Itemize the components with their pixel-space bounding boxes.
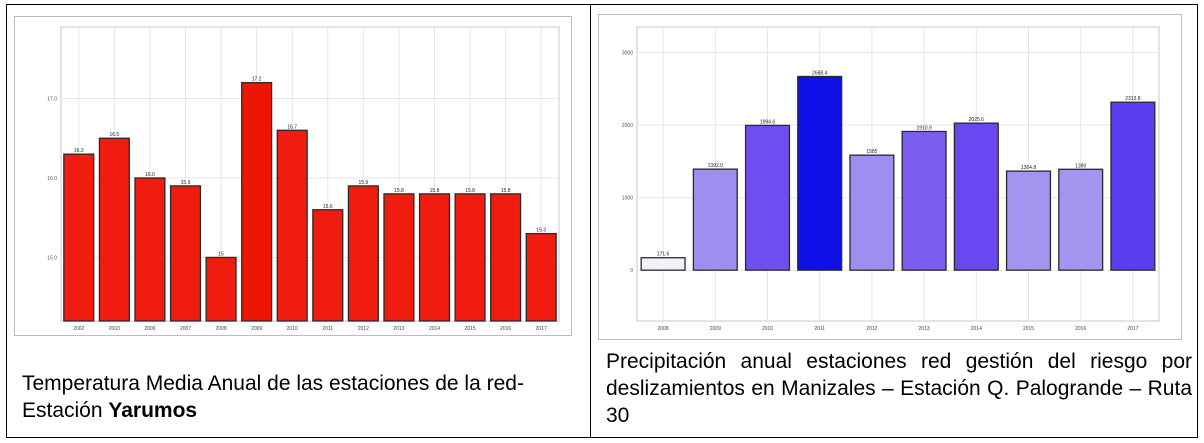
temperature-bar xyxy=(134,177,166,322)
temperature-bar xyxy=(418,193,451,322)
precipitation-xtick-label: 2015 xyxy=(1023,326,1034,332)
precipitation-value-label: 1390 xyxy=(1075,163,1086,169)
precipitation-ytick-label: 3000 xyxy=(622,50,633,56)
temperature-value-label: 15.8 xyxy=(501,188,511,194)
temperature-value-label: 16.7 xyxy=(287,124,297,130)
precipitation-xtick-label: 2014 xyxy=(971,326,982,332)
temperature-value-label: 15 xyxy=(218,251,224,257)
temperature-value-label: 16.5 xyxy=(109,132,119,138)
temperature-xtick-label: 2016 xyxy=(500,326,511,332)
temperature-bar xyxy=(347,185,379,322)
temperature-xtick-label: 2011 xyxy=(322,326,333,332)
precipitation-value-label: 2668.4 xyxy=(812,70,828,76)
temperature-xtick-label: 2006 xyxy=(144,326,155,332)
temperature-ytick-label: 16.0 xyxy=(47,176,57,182)
temperature-xtick-label: 2003 xyxy=(109,326,120,332)
precipitation-ytick-label: 0 xyxy=(630,268,633,274)
precipitation-bar xyxy=(1058,168,1104,271)
precipitation-value-label: 2025.6 xyxy=(969,117,985,123)
precipitation-xtick-label: 2012 xyxy=(866,326,877,332)
temperature-value-label: 17.2 xyxy=(252,77,262,83)
temperature-xtick-label: 2017 xyxy=(536,326,547,332)
temperature-xtick-label: 2012 xyxy=(358,326,369,332)
precipitation-ytick-label: 1000 xyxy=(622,196,633,202)
temperature-value-label: 15.3 xyxy=(536,228,546,234)
precipitation-xtick-label: 2017 xyxy=(1127,326,1138,332)
precipitation-xtick-label: 2009 xyxy=(710,326,721,332)
temperature-value-label: 15.8 xyxy=(430,188,440,194)
temperature-bar xyxy=(276,129,308,322)
table-frame xyxy=(6,4,1198,438)
precipitation-xtick-label: 2011 xyxy=(814,326,825,332)
temperature-caption: Temperatura Media Anual de las estacione… xyxy=(22,370,542,424)
precipitation-caption: Precipitación anual estaciones red gesti… xyxy=(606,350,1192,427)
precipitation-value-label: 1364.8 xyxy=(1021,165,1037,171)
temperature-xtick-label: 2010 xyxy=(287,326,298,332)
precipitation-xtick-label: 2010 xyxy=(762,326,773,332)
temperature-bar xyxy=(63,153,95,322)
precipitation-xtick-label: 2016 xyxy=(1075,326,1086,332)
precipitation-value-label: 1392.0 xyxy=(708,163,724,169)
temperature-xtick-label: 2015 xyxy=(465,326,476,332)
temperature-chart: 15.0 16.0 17.0 16.3 2002 16.5 2003 16.0 2006 15.9… xyxy=(47,26,560,332)
temperature-bar xyxy=(383,193,415,322)
temperature-xtick-label: 2009 xyxy=(251,326,262,332)
temperature-ytick-label: 15.0 xyxy=(47,255,57,261)
station-name: Yarumos xyxy=(108,399,198,422)
temperature-bar xyxy=(205,256,237,322)
temperature-xtick-label: 2002 xyxy=(73,326,84,332)
precipitation-ytick-label: 2000 xyxy=(622,123,633,129)
temperature-ytick-label: 17.0 xyxy=(47,97,57,103)
temperature-value-label: 15.8 xyxy=(465,188,475,194)
temperature-value-label: 16.0 xyxy=(145,172,155,178)
precipitation-bar xyxy=(640,257,686,271)
precipitation-bar xyxy=(744,124,791,271)
precipitation-value-label: 2313.8 xyxy=(1125,96,1141,102)
temperature-bar xyxy=(525,232,557,322)
precipitation-bar xyxy=(849,154,895,271)
precipitation-bar xyxy=(692,168,738,271)
precipitation-bar xyxy=(901,130,947,271)
temperature-bar xyxy=(98,137,130,322)
precipitation-value-label: 1994.6 xyxy=(760,119,776,125)
temperature-value-label: 15.8 xyxy=(394,188,404,194)
temperature-value-label: 15.9 xyxy=(181,180,191,186)
temperature-bar xyxy=(454,193,486,322)
precipitation-bar xyxy=(1005,170,1052,271)
precipitation-bar xyxy=(797,75,843,271)
temperature-caption-text: Temperatura Media Anual de las estacione… xyxy=(22,372,524,422)
precipitation-chart-box: 0 1000 2000 3000 171.6 2008 1392.0 2009 1994.6 20… xyxy=(598,14,1182,340)
precipitation-bar xyxy=(1110,101,1156,271)
precipitation-xtick-label: 2008 xyxy=(658,326,669,332)
temperature-bar xyxy=(169,185,202,322)
temperature-bar xyxy=(241,81,273,322)
temperature-bar xyxy=(490,193,522,322)
temperature-xtick-label: 2008 xyxy=(216,326,227,332)
temperature-xtick-label: 2007 xyxy=(180,326,191,332)
precipitation-value-label: 1910.9 xyxy=(916,125,932,131)
column-divider xyxy=(590,4,591,438)
temperature-xtick-label: 2013 xyxy=(393,326,404,332)
temperature-value-label: 15.6 xyxy=(323,204,333,210)
precipitation-bar xyxy=(953,122,999,271)
precipitation-value-label: 1585 xyxy=(866,149,877,155)
precipitation-chart: 0 1000 2000 3000 171.6 2008 1392.0 2009 1994.6 20… xyxy=(622,26,1160,332)
precipitation-value-label: 171.6 xyxy=(657,252,670,258)
temperature-value-label: 15.9 xyxy=(358,180,368,186)
temperature-bar xyxy=(312,209,344,322)
temperature-value-label: 16.3 xyxy=(74,148,84,154)
temperature-xtick-label: 2014 xyxy=(429,326,440,332)
temperature-chart-box: 15.0 16.0 17.0 16.3 2002 16.5 2003 16.0 2006 15.9… xyxy=(14,16,572,336)
precipitation-xtick-label: 2013 xyxy=(919,326,930,332)
